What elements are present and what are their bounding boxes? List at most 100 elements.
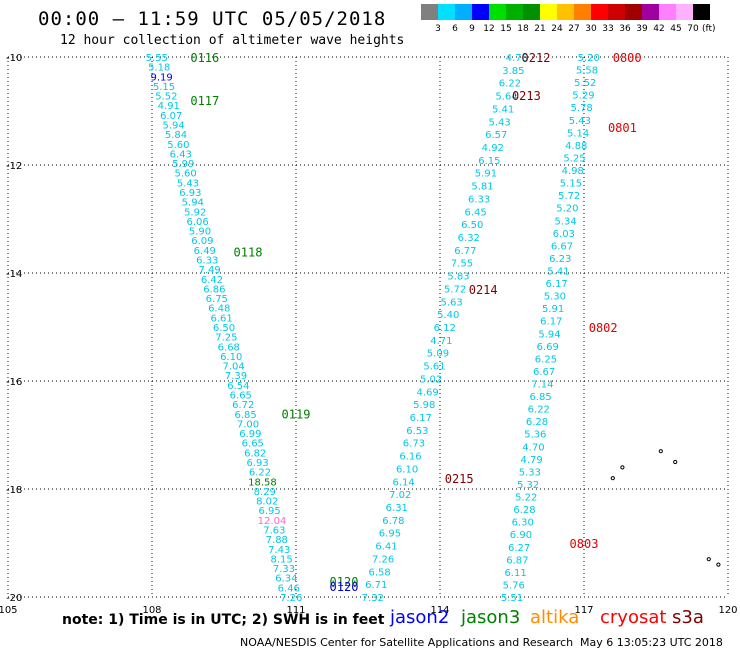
x-tick-label: 120 bbox=[718, 605, 737, 616]
wave-height-value: 6.49 bbox=[194, 246, 216, 257]
scale-swatch bbox=[693, 4, 710, 20]
wave-height-value: 5.81 bbox=[471, 182, 493, 193]
scale-swatch bbox=[438, 4, 455, 20]
wave-height-value: 7.55 bbox=[451, 259, 473, 270]
wave-height-value: 6.46 bbox=[278, 583, 300, 594]
wave-height-value: 5.32 bbox=[517, 480, 539, 491]
wave-height-value: 6.06 bbox=[186, 217, 208, 228]
map-subtitle: 12 hour collection of altimeter wave hei… bbox=[60, 33, 405, 48]
units-note: note: 1) Time is in UTC; 2) SWH is in fe… bbox=[62, 612, 385, 628]
wave-height-value: 6.27 bbox=[508, 543, 530, 554]
wave-height-value: 6.14 bbox=[393, 477, 415, 488]
wave-height-value: 5.72 bbox=[444, 284, 466, 295]
scale-tick-label: 3 bbox=[435, 24, 441, 34]
wave-height-value: 5.92 bbox=[184, 207, 206, 218]
scale-swatch bbox=[659, 4, 676, 20]
wave-height-value: 4.79 bbox=[521, 455, 543, 466]
scale-swatch bbox=[506, 4, 523, 20]
scale-swatch bbox=[489, 4, 506, 20]
wave-height-value: 3.85 bbox=[502, 66, 524, 77]
scale-swatch bbox=[642, 4, 659, 20]
wave-height-value: 5.43 bbox=[569, 116, 591, 127]
wave-height-value: 7.63 bbox=[263, 526, 285, 537]
scale-tick-label: 21 bbox=[534, 24, 546, 34]
scale-tick-label: 70 bbox=[687, 24, 699, 34]
wave-height-value: 6.50 bbox=[461, 220, 483, 231]
wave-height-value: 6.23 bbox=[549, 254, 571, 265]
wave-height-value: 5.36 bbox=[524, 430, 546, 441]
pass-time-label: 0801 bbox=[608, 121, 637, 135]
scale-swatch bbox=[421, 4, 438, 20]
wave-height-value: 5.33 bbox=[519, 467, 541, 478]
island-shape bbox=[706, 557, 711, 562]
wave-height-value: 6.67 bbox=[551, 241, 573, 252]
island-shape bbox=[620, 465, 625, 470]
scale-swatch bbox=[625, 4, 642, 20]
wave-height-value: 6.90 bbox=[510, 530, 532, 541]
wave-height-value: 7.33 bbox=[273, 564, 295, 575]
y-tick-label: -12 bbox=[6, 161, 22, 172]
wave-height-value: 6.03 bbox=[553, 229, 575, 240]
scale-swatch bbox=[472, 4, 489, 20]
scale-tick-label: 42 bbox=[653, 24, 665, 34]
wave-height-value: 4.98 bbox=[562, 166, 584, 177]
wave-height-value: 8.02 bbox=[256, 497, 278, 508]
wave-height-value: 5.20 bbox=[556, 204, 578, 215]
wave-height-value: 6.48 bbox=[208, 304, 230, 315]
y-tick-label: -18 bbox=[6, 485, 22, 496]
wave-height-value: 5.41 bbox=[492, 104, 514, 115]
pass-time-label: 0213 bbox=[512, 89, 541, 103]
wave-height-value: 6.15 bbox=[478, 156, 500, 167]
pass-time-label: 0118 bbox=[234, 245, 263, 259]
wave-height-value: 5.90 bbox=[189, 227, 211, 238]
scale-swatch bbox=[591, 4, 608, 20]
x-tick-label: 117 bbox=[574, 605, 593, 616]
wave-height-value: 5.51 bbox=[501, 593, 523, 604]
wave-height-value: 5.94 bbox=[182, 198, 204, 209]
wave-height-value: 6.93 bbox=[246, 458, 268, 469]
wave-height-value: 6.82 bbox=[244, 448, 266, 459]
wave-height-value: 6.61 bbox=[210, 313, 232, 324]
pass-time-label: 0214 bbox=[469, 283, 498, 297]
wave-height-value: 6.95 bbox=[258, 506, 280, 517]
wave-height-value: 6.22 bbox=[499, 79, 521, 90]
wave-height-value: 6.10 bbox=[396, 464, 418, 475]
wave-height-value: 5.76 bbox=[503, 580, 525, 591]
wave-height-value: 4.76 bbox=[506, 53, 528, 64]
wave-height-value: 5.20 bbox=[578, 53, 600, 64]
wave-height-value: 6.33 bbox=[196, 256, 218, 267]
wave-height-value: 7.43 bbox=[268, 545, 290, 556]
scale-unit: (ft) bbox=[702, 24, 716, 34]
wave-height-value: 5.84 bbox=[165, 130, 187, 141]
generated-timestamp: May 6 13:05:23 UTC 2018 bbox=[580, 636, 723, 649]
wave-height-value: 6.32 bbox=[458, 233, 480, 244]
y-tick-label: -10 bbox=[6, 53, 22, 64]
wave-height-value: 7.88 bbox=[266, 535, 288, 546]
scale-swatch bbox=[455, 4, 472, 20]
wave-height-value: 6.30 bbox=[512, 518, 534, 529]
wave-height-value: 6.16 bbox=[399, 452, 421, 463]
wave-height-value: 5.43 bbox=[489, 117, 511, 128]
wave-height-value: 8.15 bbox=[270, 554, 292, 565]
wave-height-value: 8.29 bbox=[254, 487, 276, 498]
x-tick-label: 111 bbox=[286, 605, 305, 616]
wave-height-value: 6.73 bbox=[403, 439, 425, 450]
legend-entry-s3a: s3a bbox=[672, 607, 704, 628]
island-shape bbox=[673, 459, 678, 465]
wave-height-value: 6.69 bbox=[537, 342, 559, 353]
wave-height-value: 5.78 bbox=[571, 103, 593, 114]
wave-height-value: 5.14 bbox=[567, 128, 589, 139]
scale-swatch bbox=[540, 4, 557, 20]
wave-height-value: 6.17 bbox=[540, 317, 562, 328]
wave-height-value: 6.31 bbox=[386, 503, 408, 514]
pass-time-label: 0800 bbox=[613, 51, 642, 65]
y-tick-label: -20 bbox=[6, 593, 22, 604]
wave-height-value: 7.26 bbox=[280, 593, 302, 604]
wave-height-value: 6.85 bbox=[234, 410, 256, 421]
wave-height-value: 6.17 bbox=[410, 413, 432, 424]
x-tick-label: 108 bbox=[142, 605, 161, 616]
wave-height-value: 7.00 bbox=[237, 419, 259, 430]
island-shape bbox=[658, 449, 663, 454]
y-tick-label: -16 bbox=[6, 377, 22, 388]
